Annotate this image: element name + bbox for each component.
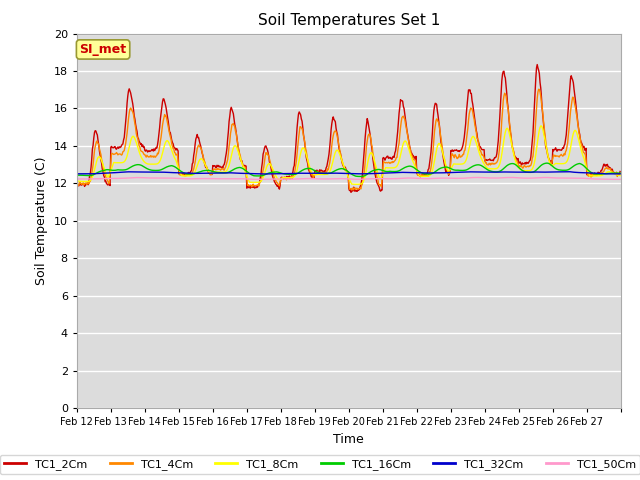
TC1_4Cm — [349, 187, 357, 193]
Y-axis label: Soil Temperature (C): Soil Temperature (C) — [35, 156, 48, 285]
TC1_8Cm — [537, 123, 545, 129]
TC1_16Cm — [73, 172, 81, 178]
TC1_8Cm — [73, 178, 81, 184]
TC1_8Cm — [436, 141, 444, 146]
TC1_16Cm — [137, 162, 145, 168]
TC1_2Cm — [405, 140, 413, 145]
Line: TC1_50Cm: TC1_50Cm — [77, 178, 620, 180]
TC1_50Cm — [472, 175, 480, 180]
TC1_16Cm — [264, 171, 271, 177]
TC1_50Cm — [616, 177, 624, 182]
TC1_4Cm — [616, 171, 624, 177]
TC1_32Cm — [405, 169, 413, 175]
TC1_16Cm — [237, 165, 244, 170]
TC1_32Cm — [285, 171, 292, 177]
TC1_4Cm — [535, 86, 543, 92]
TC1_32Cm — [436, 170, 444, 176]
TC1_32Cm — [564, 169, 572, 175]
TC1_16Cm — [616, 170, 624, 176]
Line: TC1_16Cm: TC1_16Cm — [77, 163, 620, 177]
Line: TC1_32Cm: TC1_32Cm — [77, 172, 620, 174]
TC1_2Cm — [264, 146, 271, 152]
TC1_4Cm — [264, 150, 271, 156]
TC1_8Cm — [237, 156, 244, 162]
TC1_8Cm — [405, 147, 413, 153]
TC1_50Cm — [254, 177, 262, 182]
TC1_32Cm — [137, 169, 145, 175]
TC1_16Cm — [543, 160, 551, 166]
TC1_50Cm — [137, 175, 145, 180]
TC1_16Cm — [436, 166, 444, 172]
TC1_50Cm — [285, 176, 292, 182]
TC1_8Cm — [137, 153, 145, 158]
TC1_4Cm — [237, 153, 244, 159]
TC1_4Cm — [436, 125, 444, 131]
TC1_32Cm — [264, 171, 272, 177]
TC1_50Cm — [436, 175, 444, 181]
TC1_50Cm — [405, 175, 413, 181]
TC1_4Cm — [405, 141, 413, 146]
TC1_4Cm — [73, 181, 81, 187]
TC1_16Cm — [405, 163, 413, 169]
TC1_2Cm — [436, 123, 444, 129]
TC1_4Cm — [137, 147, 145, 153]
TC1_2Cm — [73, 182, 81, 188]
TC1_32Cm — [237, 170, 244, 176]
Title: Soil Temperatures Set 1: Soil Temperatures Set 1 — [258, 13, 440, 28]
TC1_32Cm — [616, 171, 624, 177]
Line: TC1_4Cm: TC1_4Cm — [77, 89, 620, 190]
TC1_4Cm — [284, 175, 292, 180]
TC1_2Cm — [347, 190, 355, 195]
Line: TC1_2Cm: TC1_2Cm — [77, 64, 620, 192]
TC1_2Cm — [284, 175, 292, 181]
Legend: TC1_2Cm, TC1_4Cm, TC1_8Cm, TC1_16Cm, TC1_32Cm, TC1_50Cm: TC1_2Cm, TC1_4Cm, TC1_8Cm, TC1_16Cm, TC1… — [0, 455, 640, 474]
TC1_8Cm — [353, 181, 360, 187]
TC1_2Cm — [616, 168, 624, 174]
TC1_8Cm — [616, 173, 624, 179]
X-axis label: Time: Time — [333, 432, 364, 445]
TC1_32Cm — [73, 171, 81, 177]
Line: TC1_8Cm: TC1_8Cm — [77, 126, 620, 184]
TC1_2Cm — [237, 157, 244, 163]
TC1_2Cm — [533, 61, 541, 67]
Text: SI_met: SI_met — [79, 43, 127, 56]
TC1_32Cm — [260, 171, 268, 177]
TC1_50Cm — [73, 176, 81, 182]
TC1_50Cm — [237, 176, 244, 181]
TC1_50Cm — [264, 176, 272, 182]
TC1_16Cm — [284, 171, 292, 177]
TC1_16Cm — [356, 174, 364, 180]
TC1_2Cm — [137, 142, 145, 147]
TC1_8Cm — [284, 175, 292, 180]
TC1_8Cm — [264, 163, 271, 168]
